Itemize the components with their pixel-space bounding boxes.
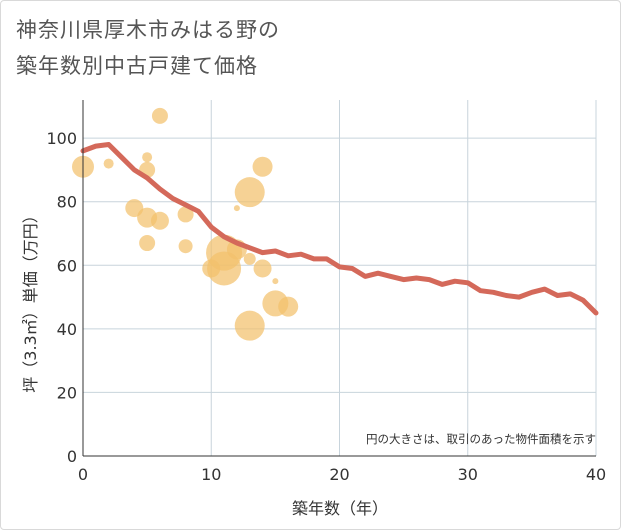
data-bubble bbox=[278, 296, 299, 317]
data-bubble bbox=[272, 278, 279, 285]
data-bubble bbox=[139, 235, 156, 252]
y-tick-label: 0 bbox=[67, 447, 77, 466]
axes bbox=[82, 100, 596, 457]
data-bubble bbox=[103, 158, 114, 169]
y-tick-label: 20 bbox=[57, 383, 77, 402]
data-bubble bbox=[253, 259, 272, 278]
bubble-size-note: 円の大きさは、取引のあった物件面積を示す bbox=[366, 432, 596, 446]
tick-labels: 0 10 20 30 40 0 20 40 60 80 100 bbox=[46, 129, 606, 484]
data-bubble bbox=[234, 177, 265, 208]
x-tick-label: 20 bbox=[329, 465, 349, 484]
data-bubble bbox=[177, 206, 194, 223]
grid-lines bbox=[83, 100, 597, 456]
chart-title-line1: 神奈川県厚木市みはる野の bbox=[16, 18, 280, 42]
average-price-line bbox=[80, 142, 599, 316]
y-axis-label: 坪（3.3㎡）単価（万円） bbox=[21, 207, 40, 392]
x-axis-label: 築年数（年） bbox=[292, 499, 388, 518]
y-tick-label: 60 bbox=[57, 256, 77, 275]
x-tick-label: 0 bbox=[78, 465, 88, 484]
data-bubble bbox=[178, 239, 193, 254]
data-bubble bbox=[151, 107, 168, 124]
data-bubble bbox=[252, 156, 273, 177]
chart-title: 神奈川県厚木市みはる野の 築年数別中古戸建て価格 bbox=[16, 12, 280, 84]
y-tick-label: 80 bbox=[57, 193, 77, 212]
line-layer bbox=[80, 142, 599, 316]
bubble-layer bbox=[72, 107, 299, 341]
x-tick-label: 40 bbox=[586, 465, 606, 484]
x-tick-label: 10 bbox=[201, 465, 221, 484]
data-bubble bbox=[233, 205, 240, 212]
data-bubble bbox=[150, 211, 169, 230]
y-tick-label: 100 bbox=[46, 129, 77, 148]
data-bubble bbox=[207, 251, 242, 286]
y-tick-label: 40 bbox=[57, 320, 77, 339]
x-tick-label: 30 bbox=[458, 465, 478, 484]
data-bubble bbox=[142, 152, 153, 163]
chart-title-line2: 築年数別中古戸建て価格 bbox=[16, 54, 258, 78]
data-bubble bbox=[234, 310, 265, 341]
data-bubble bbox=[243, 252, 256, 265]
